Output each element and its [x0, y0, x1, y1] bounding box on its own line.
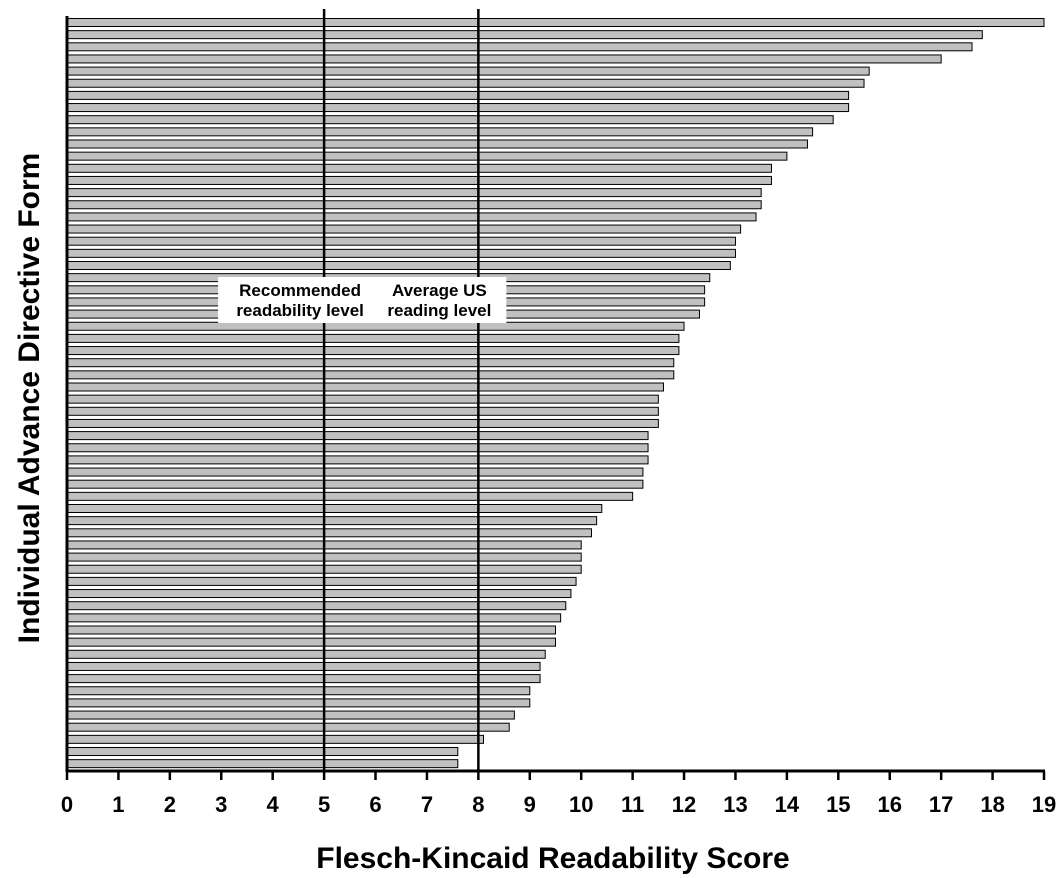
bar-40 [66, 491, 634, 501]
x-tick-label-7: 7 [421, 792, 433, 817]
bar-29 [66, 358, 675, 368]
bar-17 [66, 212, 757, 222]
bar-47 [66, 576, 577, 586]
axes-group [65, 16, 1045, 773]
bar-3 [66, 42, 973, 52]
x-axis-title: Flesch-Kincaid Readability Score [316, 842, 789, 875]
bar-34 [66, 418, 659, 428]
bar-7 [66, 90, 850, 100]
bar-59 [66, 722, 510, 732]
reference-label-5-line2: readability level [236, 301, 364, 320]
bar-62 [66, 759, 459, 769]
x-tick-label-17: 17 [929, 792, 953, 817]
bar-30 [66, 370, 675, 380]
bar-8 [66, 103, 850, 113]
bar-57 [66, 698, 531, 708]
bar-50 [66, 613, 562, 623]
bar-32 [66, 394, 659, 404]
bar-48 [66, 589, 572, 599]
x-tick-label-1: 1 [112, 792, 124, 817]
bar-21 [66, 261, 731, 270]
x-tick-label-8: 8 [472, 792, 484, 817]
bar-55 [66, 674, 541, 684]
bar-20 [66, 248, 736, 258]
x-tick-label-2: 2 [164, 792, 176, 817]
x-tick-label-3: 3 [215, 792, 227, 817]
x-tick-label-10: 10 [569, 792, 593, 817]
bar-15 [66, 188, 762, 198]
x-tick-label-0: 0 [61, 792, 73, 817]
x-tick-label-16: 16 [877, 792, 901, 817]
bar-56 [66, 686, 531, 696]
bar-51 [66, 625, 556, 635]
x-tick-label-19: 19 [1032, 792, 1056, 817]
x-tick-label-12: 12 [672, 792, 696, 817]
bar-58 [66, 710, 515, 720]
x-tick-label-6: 6 [369, 792, 381, 817]
reference-label-8-line2: reading level [387, 301, 491, 320]
bar-19 [66, 236, 736, 246]
bar-9 [66, 115, 834, 125]
reference-label-5-line1: Recommended [239, 281, 361, 300]
bar-31 [66, 382, 664, 392]
x-tick-label-5: 5 [318, 792, 330, 817]
bar-11 [66, 139, 808, 149]
x-tick-label-4: 4 [267, 792, 280, 817]
bar-1 [66, 18, 1045, 27]
bar-6 [66, 78, 865, 88]
bar-18 [66, 224, 742, 234]
reference-label-bg-5 [218, 277, 381, 323]
bar-14 [66, 175, 772, 185]
bar-39 [66, 479, 644, 489]
bar-26 [66, 321, 685, 331]
bar-61 [66, 747, 459, 756]
bar-52 [66, 637, 556, 647]
x-tick-label-14: 14 [775, 792, 800, 817]
bar-38 [66, 467, 644, 477]
bar-49 [66, 601, 567, 611]
bar-5 [66, 66, 870, 76]
bar-35 [66, 431, 649, 441]
bar-54 [66, 661, 541, 671]
bar-4 [66, 54, 942, 64]
bar-27 [66, 333, 680, 343]
bar-10 [66, 127, 814, 137]
bar-42 [66, 516, 598, 526]
x-tick-label-11: 11 [621, 792, 644, 817]
bar-33 [66, 406, 659, 416]
reference-label-8-line1: Average US [392, 281, 487, 300]
bars-group [66, 18, 1045, 769]
bar-37 [66, 455, 649, 465]
bar-36 [66, 443, 649, 453]
x-ticks-group: 0 1 2 3 4 5 6 7 8 9 10 11 12 13 14 15 16 17 18 19 [61, 771, 1056, 817]
x-tick-label-13: 13 [723, 792, 747, 817]
bar-41 [66, 504, 603, 513]
bar-53 [66, 649, 546, 659]
bar-12 [66, 151, 788, 161]
x-tick-label-18: 18 [980, 792, 1004, 817]
bar-2 [66, 30, 983, 40]
bar-16 [66, 200, 762, 210]
bar-28 [66, 346, 680, 356]
bar-43 [66, 528, 592, 538]
x-tick-label-9: 9 [524, 792, 536, 817]
y-axis-title: Individual Advance Directive Form [13, 153, 46, 644]
reference-label-bg-8 [372, 277, 507, 323]
bar-60 [66, 734, 485, 744]
bar-13 [66, 163, 772, 173]
x-tick-label-15: 15 [826, 792, 850, 817]
